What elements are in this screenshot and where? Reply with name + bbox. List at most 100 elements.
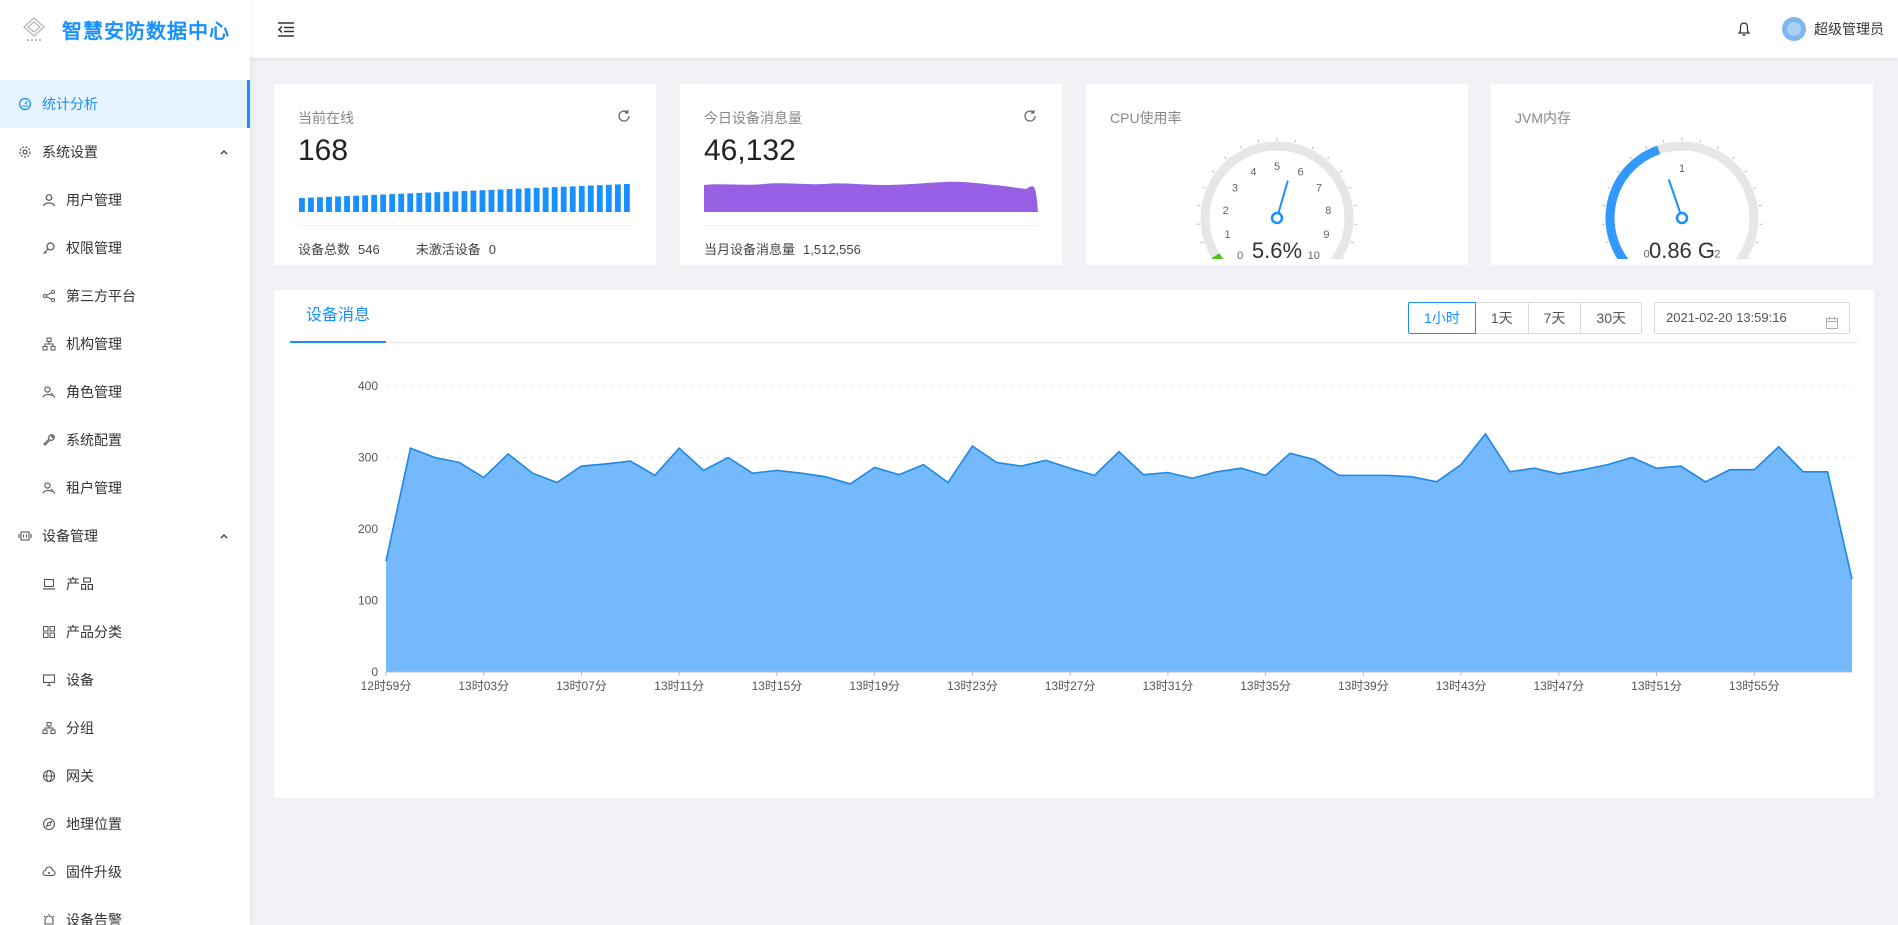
chevron-up-icon[interactable] bbox=[218, 145, 230, 157]
grid-icon bbox=[42, 625, 56, 639]
x-tick-label: 13时35分 bbox=[1240, 679, 1291, 693]
sidebar-item-alarm[interactable]: 设备告警 bbox=[0, 896, 250, 925]
date-picker[interactable]: 2021-02-20 13:59:16 bbox=[1654, 302, 1850, 334]
chevron-up-icon[interactable] bbox=[218, 529, 230, 541]
gauge-tick bbox=[1662, 139, 1665, 143]
gear-icon bbox=[18, 145, 32, 159]
sidebar-item-monitor[interactable]: 设备 bbox=[0, 656, 250, 704]
gauge-tick bbox=[1224, 156, 1228, 160]
x-tick-label: 13时47分 bbox=[1533, 679, 1584, 693]
sidebar-item-gear[interactable]: 系统设置 bbox=[0, 128, 250, 176]
sidebar-item-wrench[interactable]: 系统配置 bbox=[0, 416, 250, 464]
mini-bar bbox=[560, 186, 567, 212]
sidebar-item-compass[interactable]: 地理位置 bbox=[0, 800, 250, 848]
dashboard-icon bbox=[18, 97, 32, 111]
sidebar-item-cloud[interactable]: 固件升级 bbox=[0, 848, 250, 896]
logo-area[interactable]: 智慧安防数据中心 bbox=[0, 0, 250, 58]
sidebar-item-label: 设备 bbox=[66, 672, 94, 688]
avatar[interactable] bbox=[1782, 17, 1806, 41]
gauge-value: 5.6% bbox=[1252, 238, 1302, 259]
range-option[interactable]: 1小时 bbox=[1408, 302, 1476, 334]
mini-bar bbox=[596, 185, 603, 212]
gauge-tick-label: 4 bbox=[1250, 167, 1256, 179]
gauge-tick-label: 3 bbox=[1232, 182, 1238, 194]
gauge-fill bbox=[1211, 253, 1230, 273]
gauge-tick bbox=[1339, 170, 1343, 173]
mini-bar bbox=[299, 198, 305, 212]
mini-bar bbox=[488, 189, 495, 212]
gauge-tick bbox=[1613, 258, 1617, 261]
x-tick-label: 13时51分 bbox=[1631, 679, 1682, 693]
x-tick-label: 13时23分 bbox=[947, 679, 998, 693]
mini-bar bbox=[380, 194, 387, 212]
y-tick-label: 0 bbox=[371, 665, 378, 679]
gauge-tick bbox=[1755, 241, 1759, 244]
messages-label: 今日设备消息量 bbox=[704, 110, 802, 126]
gauge-tick bbox=[1211, 170, 1215, 173]
sidebar-item-tenant[interactable]: 租户管理 bbox=[0, 464, 250, 512]
inactive-devices-value: 0 bbox=[488, 242, 496, 257]
user-name[interactable]: 超级管理员 bbox=[1814, 21, 1884, 37]
sidebar-item-label: 权限管理 bbox=[66, 240, 122, 256]
mini-bar bbox=[614, 184, 621, 212]
sidebar-item-org[interactable]: 机构管理 bbox=[0, 320, 250, 368]
menu-fold-icon[interactable] bbox=[276, 19, 296, 39]
sidebar-item-label: 产品 bbox=[66, 576, 94, 592]
date-value: 2021-02-20 13:59:16 bbox=[1666, 310, 1787, 325]
inactive-devices-label: 未激活设备 bbox=[415, 242, 481, 257]
x-tick-label: 13时55分 bbox=[1729, 679, 1780, 693]
bell-icon[interactable] bbox=[1736, 21, 1752, 37]
jvm-label: JVM内存 bbox=[1515, 110, 1571, 126]
y-tick-label: 300 bbox=[358, 451, 378, 465]
gauge-tick bbox=[1200, 241, 1204, 244]
messages-mini-area bbox=[704, 181, 1038, 212]
gauge-tick bbox=[1645, 146, 1648, 150]
sidebar-item-label: 用户管理 bbox=[66, 192, 122, 208]
range-option[interactable]: 30天 bbox=[1580, 302, 1642, 334]
mini-bar bbox=[515, 188, 522, 212]
reload-icon[interactable] bbox=[616, 108, 632, 124]
mini-bar bbox=[344, 196, 350, 212]
cluster-icon bbox=[42, 721, 56, 735]
gauge-value: 0.86 G bbox=[1649, 238, 1715, 259]
sidebar-item-label: 系统配置 bbox=[66, 432, 122, 448]
x-tick-label: 13时11分 bbox=[654, 679, 704, 693]
gauge-tick bbox=[1753, 186, 1757, 189]
sidebar-item-label: 设备管理 bbox=[42, 528, 98, 544]
tab-device-messages[interactable]: 设备消息 bbox=[290, 290, 387, 343]
gauge-tick-label: 8 bbox=[1325, 205, 1331, 217]
range-option[interactable]: 1天 bbox=[1474, 302, 1529, 334]
mini-bar bbox=[569, 186, 576, 212]
mini-bar bbox=[443, 191, 450, 212]
gauge-pivot bbox=[1675, 211, 1689, 225]
mini-bar bbox=[470, 190, 477, 212]
tenant-icon bbox=[42, 481, 56, 495]
gauge-needle bbox=[1276, 180, 1289, 219]
sidebar-item-grid[interactable]: 产品分类 bbox=[0, 608, 250, 656]
mini-bar bbox=[326, 196, 332, 212]
mini-bar bbox=[308, 197, 314, 212]
sidebar-item-laptop[interactable]: 产品 bbox=[0, 560, 250, 608]
sidebar-item-cluster[interactable]: 分组 bbox=[0, 704, 250, 752]
sidebar-item-share[interactable]: 第三方平台 bbox=[0, 272, 250, 320]
online-value: 168 bbox=[298, 134, 349, 167]
wrench-icon bbox=[42, 433, 56, 447]
sidebar-item-role[interactable]: 角色管理 bbox=[0, 368, 250, 416]
mini-bar bbox=[605, 184, 612, 212]
sidebar-item-user[interactable]: 用户管理 bbox=[0, 176, 250, 224]
sidebar-item-label: 固件升级 bbox=[66, 864, 122, 880]
gauge-tick bbox=[1731, 156, 1735, 160]
logo-icon bbox=[20, 15, 48, 43]
x-tick-label: 13时39分 bbox=[1338, 679, 1389, 693]
role-icon bbox=[42, 385, 56, 399]
gauge-tick bbox=[1716, 146, 1719, 150]
gauge-tick-label: 5 bbox=[1274, 161, 1280, 173]
sidebar-item-dashboard[interactable]: 统计分析 bbox=[0, 80, 250, 128]
monthly-messages-label: 当月设备消息量 bbox=[704, 242, 796, 257]
reload-icon[interactable] bbox=[1022, 108, 1038, 124]
range-option[interactable]: 7天 bbox=[1527, 302, 1582, 334]
mini-bar bbox=[416, 192, 423, 212]
sidebar-item-key[interactable]: 权限管理 bbox=[0, 224, 250, 272]
sidebar-item-globe[interactable]: 网关 bbox=[0, 752, 250, 800]
sidebar-item-device[interactable]: 设备管理 bbox=[0, 512, 250, 560]
